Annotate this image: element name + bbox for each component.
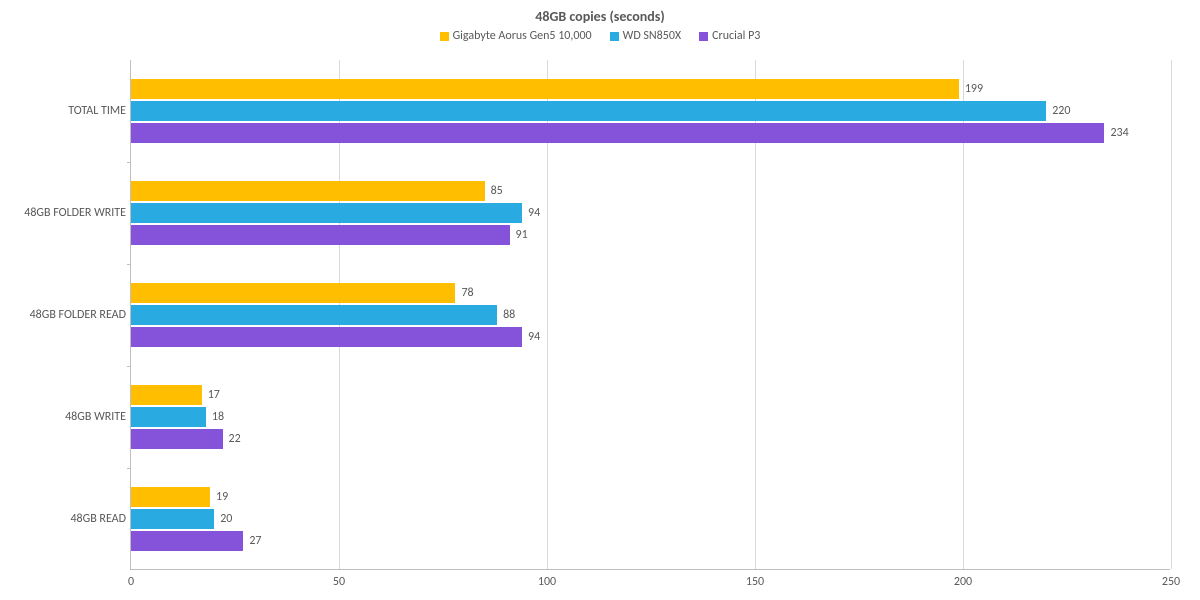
- legend-label: Gigabyte Aorus Gen5 10,000: [453, 29, 592, 43]
- bar: 91: [131, 225, 510, 245]
- x-tick-label: 100: [538, 575, 556, 589]
- bar: 94: [131, 203, 522, 223]
- bar-value-label: 88: [497, 308, 515, 322]
- x-tick-label: 150: [746, 575, 764, 589]
- bar: 85: [131, 181, 485, 201]
- bar-value-label: 20: [214, 512, 232, 526]
- chart-container: 48GB copies (seconds) Gigabyte Aorus Gen…: [0, 0, 1200, 600]
- bar-value-label: 234: [1104, 126, 1128, 140]
- bar-value-label: 220: [1046, 104, 1070, 118]
- legend-swatch: [699, 32, 708, 41]
- bar-value-label: 91: [510, 228, 528, 242]
- bar: 199: [131, 79, 959, 99]
- bar: 78: [131, 283, 455, 303]
- y-category-label: TOTAL TIME: [1, 104, 126, 118]
- bar-value-label: 17: [202, 388, 220, 402]
- legend-item: WD SN850X: [610, 29, 682, 43]
- bar: 94: [131, 327, 522, 347]
- bar-value-label: 18: [206, 410, 224, 424]
- bar-value-label: 94: [522, 330, 540, 344]
- y-minor-tick: [127, 366, 131, 367]
- legend-swatch: [610, 32, 619, 41]
- legend-item: Gigabyte Aorus Gen5 10,000: [440, 29, 592, 43]
- y-minor-tick: [127, 468, 131, 469]
- y-minor-tick: [127, 162, 131, 163]
- bar: 27: [131, 531, 243, 551]
- legend-label: Crucial P3: [712, 29, 760, 43]
- x-tick-label: 250: [1162, 575, 1180, 589]
- bar: 20: [131, 509, 214, 529]
- bar: 22: [131, 429, 223, 449]
- bar-value-label: 199: [959, 82, 983, 96]
- bar: 88: [131, 305, 497, 325]
- bar-value-label: 22: [223, 432, 241, 446]
- bar-value-label: 78: [455, 286, 473, 300]
- bar-value-label: 27: [243, 534, 261, 548]
- bar: 18: [131, 407, 206, 427]
- plot-area: 050100150200250TOTAL TIME19922023448GB F…: [130, 60, 1170, 570]
- bar-value-label: 85: [485, 184, 503, 198]
- chart-title: 48GB copies (seconds): [0, 0, 1200, 25]
- bar-value-label: 94: [522, 206, 540, 220]
- legend-swatch: [440, 32, 449, 41]
- x-tick-label: 50: [333, 575, 345, 589]
- grid-line: [1171, 60, 1172, 569]
- y-category-label: 48GB READ: [1, 512, 126, 526]
- y-minor-tick: [127, 264, 131, 265]
- bar: 17: [131, 385, 202, 405]
- y-category-label: 48GB FOLDER WRITE: [1, 206, 126, 220]
- legend: Gigabyte Aorus Gen5 10,000 WD SN850X Cruci…: [0, 29, 1200, 43]
- legend-item: Crucial P3: [699, 29, 760, 43]
- bar: 220: [131, 101, 1046, 121]
- y-category-label: 48GB WRITE: [1, 410, 126, 424]
- bar-value-label: 19: [210, 490, 228, 504]
- y-category-label: 48GB FOLDER READ: [1, 308, 126, 322]
- bar: 234: [131, 123, 1104, 143]
- bar: 19: [131, 487, 210, 507]
- x-tick-label: 0: [128, 575, 134, 589]
- x-tick-label: 200: [954, 575, 972, 589]
- legend-label: WD SN850X: [623, 29, 682, 43]
